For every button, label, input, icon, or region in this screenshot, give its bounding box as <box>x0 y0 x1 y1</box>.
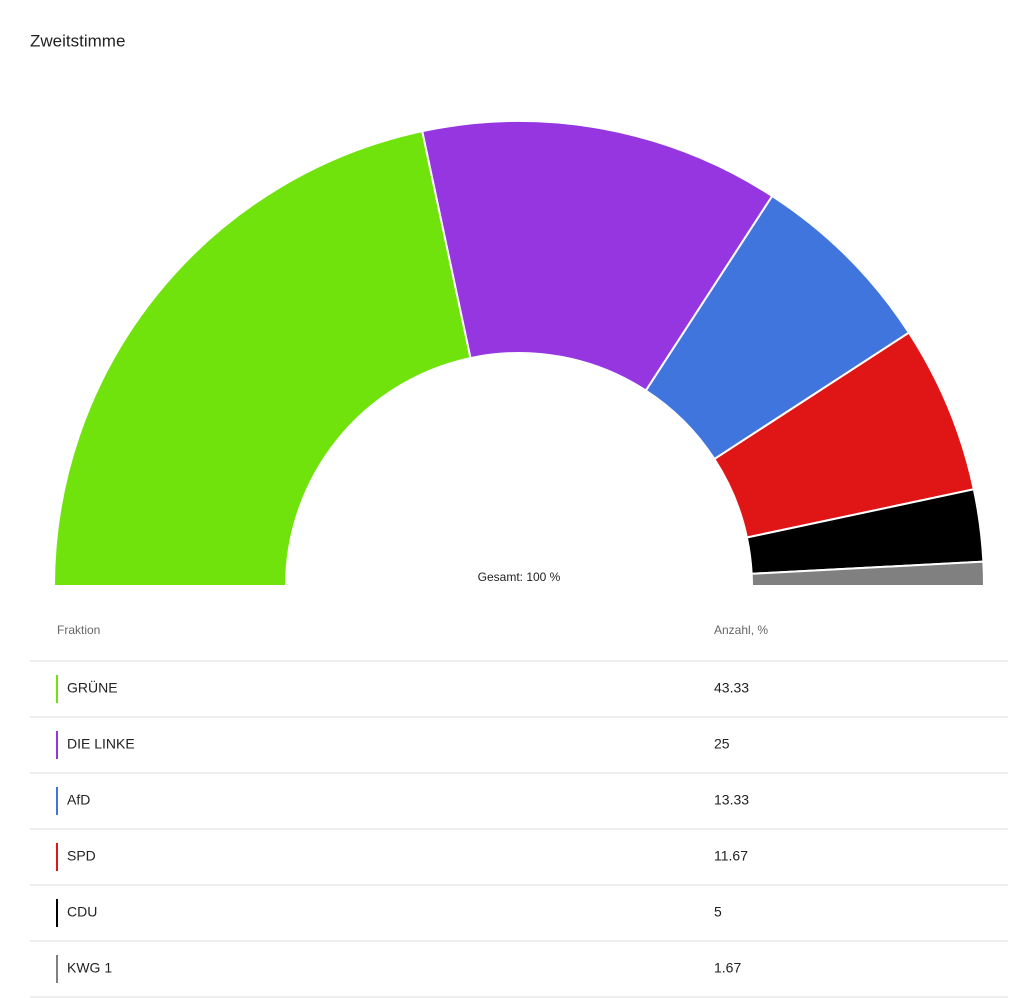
party-name: GRÜNE <box>67 679 118 696</box>
legend-swatch <box>56 899 58 927</box>
party-name: DIE LINKE <box>67 736 135 752</box>
party-name: SPD <box>67 848 96 864</box>
center-label: Gesamt: 100 % <box>478 570 561 584</box>
party-value: 1.67 <box>714 960 741 976</box>
arc-segment <box>421 120 774 392</box>
party-value: 11.67 <box>714 848 748 864</box>
party-value: 25 <box>714 736 730 752</box>
legend-swatch <box>56 731 58 759</box>
party-value: 5 <box>714 904 722 920</box>
table-header: Anzahl, % <box>714 623 768 637</box>
chart-title: Zweitstimme <box>30 31 125 50</box>
party-name: CDU <box>67 904 97 920</box>
party-value: 43.33 <box>714 680 749 696</box>
legend-swatch <box>56 787 58 815</box>
arc-segment <box>750 560 986 587</box>
party-name: AfD <box>67 792 90 808</box>
party-name: KWG 1 <box>67 960 112 976</box>
arc-segment <box>52 129 472 587</box>
table-header: Fraktion <box>57 623 100 637</box>
arcs <box>52 120 986 587</box>
table-rows: GRÜNE 43.33 DIE LINKE 25 AfD 13.33 SPD 11.67 CDU… <box>30 675 1008 998</box>
legend-swatch <box>56 955 58 983</box>
legend-swatch <box>56 843 58 871</box>
legend-swatch <box>56 675 58 703</box>
party-value: 13.33 <box>714 792 749 808</box>
